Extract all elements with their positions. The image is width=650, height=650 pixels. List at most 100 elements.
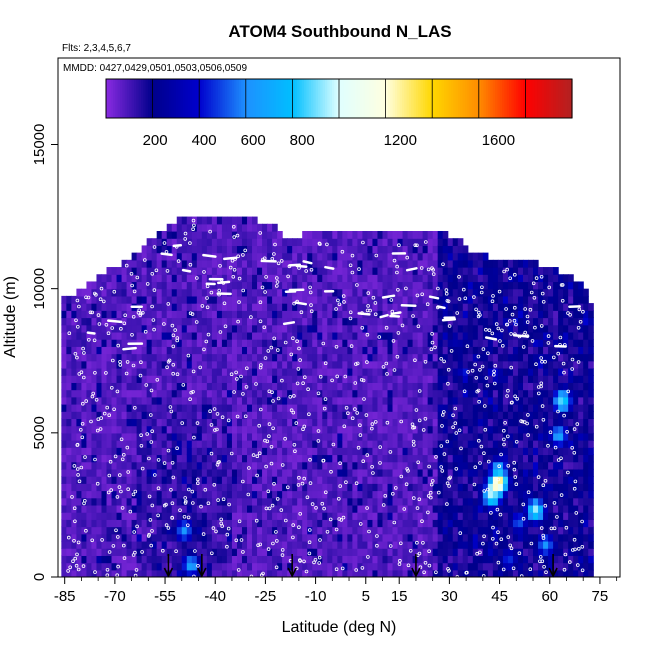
heatmap-cell <box>467 468 474 477</box>
heatmap-cell <box>226 353 233 362</box>
heatmap-cell <box>241 483 248 492</box>
heatmap-cell <box>427 447 434 456</box>
heatmap-cell <box>216 461 223 470</box>
heatmap-cell <box>171 245 178 254</box>
heatmap-cell <box>272 310 278 319</box>
heatmap-cell <box>136 295 143 304</box>
heatmap-cell <box>191 382 198 391</box>
heatmap-cell <box>367 476 374 484</box>
heatmap-cell <box>553 490 559 499</box>
heatmap-cell <box>126 360 133 369</box>
heatmap-cell <box>287 490 293 499</box>
heatmap-cell <box>512 569 519 577</box>
heatmap-cell <box>126 425 133 434</box>
heatmap-cell <box>186 461 193 470</box>
heatmap-cell <box>538 476 544 484</box>
heatmap-cell <box>347 274 353 283</box>
heatmap-cell <box>472 490 479 499</box>
heatmap-cell <box>337 324 343 333</box>
heatmap-cell <box>467 317 474 326</box>
heatmap-cell <box>397 440 404 448</box>
heatmap-cell <box>302 396 308 405</box>
heatmap-cell <box>76 288 83 297</box>
heatmap-cell <box>81 425 88 434</box>
heatmap-cell <box>226 411 233 420</box>
heatmap-cell <box>206 259 213 268</box>
heatmap-cell <box>262 519 268 528</box>
heatmap-cell <box>357 425 364 434</box>
heatmap-cell <box>257 404 263 412</box>
heatmap-cell <box>282 267 288 275</box>
heatmap-cell <box>337 555 343 564</box>
heatmap-cell <box>201 245 208 254</box>
heatmap-cell <box>71 440 77 448</box>
heatmap-cell <box>171 238 178 247</box>
heatmap-cell <box>517 425 524 434</box>
heatmap-cell <box>548 512 554 520</box>
heatmap-cell <box>507 555 514 564</box>
heatmap-cell <box>548 375 554 383</box>
heatmap-cell <box>252 303 258 311</box>
heatmap-cell <box>578 461 584 470</box>
heatmap-cell <box>432 353 439 362</box>
heatmap-cell <box>327 303 333 311</box>
heatmap-cell <box>347 440 353 448</box>
heatmap-cell <box>407 425 414 434</box>
heatmap-cell <box>422 432 429 441</box>
heatmap-cell <box>472 468 479 477</box>
heatmap-cell <box>171 526 178 535</box>
heatmap-cell <box>437 519 444 528</box>
heatmap-cell <box>497 548 504 556</box>
heatmap-cell <box>287 461 293 470</box>
heatmap-cell <box>287 411 293 420</box>
heatmap-cell <box>116 555 123 564</box>
heatmap-cell <box>543 360 549 369</box>
heatmap-cell <box>447 360 454 369</box>
heatmap-cell <box>241 310 248 319</box>
heatmap-cell <box>502 440 509 448</box>
heatmap-cell <box>437 533 444 542</box>
heatmap-cell <box>477 382 484 391</box>
heatmap-cell <box>422 367 429 376</box>
heatmap-cell <box>101 310 108 319</box>
heatmap-cell <box>543 540 549 549</box>
heatmap-cell <box>272 245 278 254</box>
heatmap-cell <box>196 317 203 326</box>
heatmap-cell <box>312 396 318 405</box>
heatmap-cell <box>226 259 233 268</box>
heatmap-cell <box>583 425 589 434</box>
heatmap-cell <box>156 432 163 441</box>
heatmap-cell <box>507 331 514 340</box>
heatmap-cell <box>382 367 389 376</box>
heatmap-cell <box>402 404 409 412</box>
heatmap-cell <box>447 245 454 254</box>
heatmap-cell <box>292 540 298 549</box>
heatmap-cell <box>181 468 188 477</box>
heatmap-cell <box>151 339 158 347</box>
heatmap-cell <box>397 245 404 254</box>
heatmap-cell <box>292 382 298 391</box>
heatmap-cell <box>201 259 208 268</box>
heatmap-cell <box>126 303 133 311</box>
heatmap-cell <box>362 526 369 535</box>
heatmap-cell <box>427 288 434 297</box>
heatmap-cell <box>252 389 258 398</box>
heatmap-cell <box>452 440 459 448</box>
heatmap-cell <box>558 382 564 391</box>
heatmap-cell <box>533 540 539 549</box>
heatmap-cell <box>146 346 153 355</box>
heatmap-cell <box>317 267 323 275</box>
heatmap-cell <box>563 447 569 456</box>
heatmap-cell <box>322 533 328 542</box>
heatmap-cell <box>387 339 394 347</box>
heatmap-cell <box>502 490 509 499</box>
heatmap-cell <box>327 425 333 434</box>
heatmap-cell <box>262 555 268 564</box>
heatmap-cell <box>206 548 213 556</box>
heatmap-cell <box>191 540 198 549</box>
heatmap-cell <box>387 267 394 275</box>
heatmap-cell <box>191 259 198 268</box>
heatmap-cell <box>131 310 138 319</box>
heatmap-cell <box>86 476 93 484</box>
heatmap-cell <box>61 346 67 355</box>
